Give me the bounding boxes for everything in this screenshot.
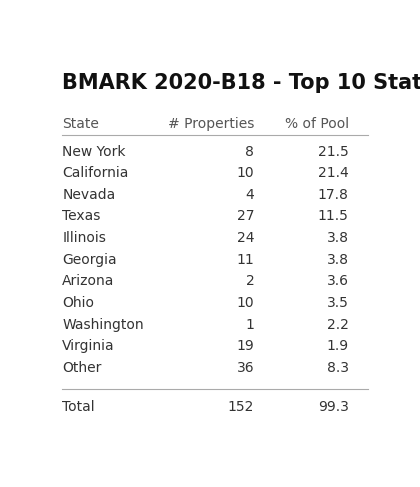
- Text: Ohio: Ohio: [62, 296, 94, 310]
- Text: 21.4: 21.4: [318, 166, 349, 180]
- Text: 1.9: 1.9: [327, 339, 349, 353]
- Text: 8: 8: [245, 145, 255, 159]
- Text: 11.5: 11.5: [318, 209, 349, 224]
- Text: 10: 10: [237, 296, 255, 310]
- Text: 10: 10: [237, 166, 255, 180]
- Text: 19: 19: [236, 339, 255, 353]
- Text: 4: 4: [246, 188, 255, 202]
- Text: 17.8: 17.8: [318, 188, 349, 202]
- Text: Arizona: Arizona: [62, 274, 115, 288]
- Text: State: State: [62, 116, 99, 131]
- Text: 24: 24: [237, 231, 255, 245]
- Text: California: California: [62, 166, 129, 180]
- Text: 21.5: 21.5: [318, 145, 349, 159]
- Text: 99.3: 99.3: [318, 400, 349, 414]
- Text: Virginia: Virginia: [62, 339, 115, 353]
- Text: Total: Total: [62, 400, 95, 414]
- Text: 2.2: 2.2: [327, 318, 349, 332]
- Text: Texas: Texas: [62, 209, 101, 224]
- Text: 3.8: 3.8: [327, 231, 349, 245]
- Text: # Properties: # Properties: [168, 116, 255, 131]
- Text: Washington: Washington: [62, 318, 144, 332]
- Text: 27: 27: [237, 209, 255, 224]
- Text: % of Pool: % of Pool: [285, 116, 349, 131]
- Text: New York: New York: [62, 145, 126, 159]
- Text: Georgia: Georgia: [62, 253, 117, 267]
- Text: 11: 11: [236, 253, 255, 267]
- Text: BMARK 2020-B18 - Top 10 States: BMARK 2020-B18 - Top 10 States: [62, 74, 420, 94]
- Text: 152: 152: [228, 400, 255, 414]
- Text: Other: Other: [62, 361, 102, 375]
- Text: 2: 2: [246, 274, 255, 288]
- Text: 3.6: 3.6: [327, 274, 349, 288]
- Text: Nevada: Nevada: [62, 188, 116, 202]
- Text: 3.5: 3.5: [327, 296, 349, 310]
- Text: 3.8: 3.8: [327, 253, 349, 267]
- Text: 1: 1: [245, 318, 255, 332]
- Text: Illinois: Illinois: [62, 231, 106, 245]
- Text: 8.3: 8.3: [327, 361, 349, 375]
- Text: 36: 36: [237, 361, 255, 375]
